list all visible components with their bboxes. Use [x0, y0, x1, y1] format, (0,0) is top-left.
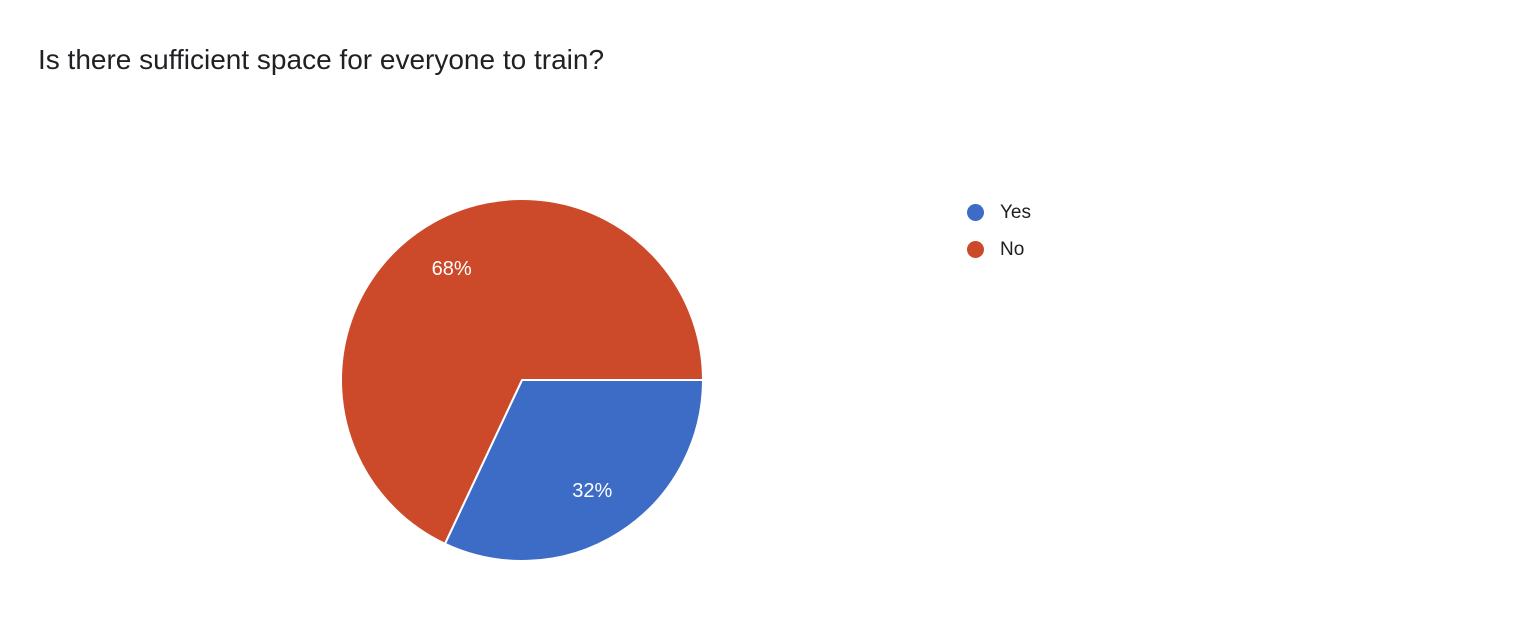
- legend-label-no: No: [1000, 239, 1025, 260]
- pie-slice-percent-label-no: 68%: [432, 258, 472, 280]
- legend-item-yes: Yes: [967, 194, 1031, 231]
- pie-slice-no: [340, 198, 704, 545]
- pie-slice-yes: [443, 379, 704, 562]
- pie-slice-percent-label-yes: 32%: [572, 480, 612, 502]
- legend-swatch-no: [967, 241, 984, 258]
- legend-item-no: No: [967, 231, 1031, 268]
- pie-chart-svg: 32% 68%: [340, 198, 704, 562]
- question-title: Is there sufficient space for everyone t…: [38, 44, 605, 75]
- legend-label-yes: Yes: [1000, 202, 1031, 223]
- legend-swatch-yes: [967, 204, 984, 221]
- chart-legend: Yes No: [967, 194, 1031, 268]
